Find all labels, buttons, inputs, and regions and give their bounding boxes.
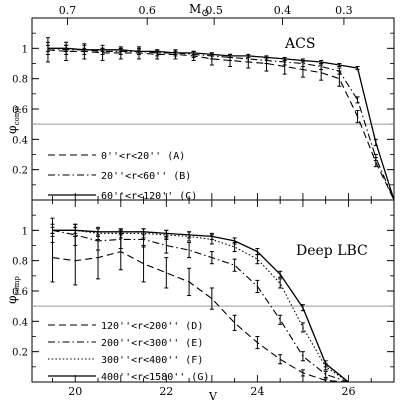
series-line: [47, 49, 395, 201]
panel-lbc-plot: 0.2 0.4 0.6 0.8 1 20 22 24 26 120''<r<200'' (D) 20…: [12, 200, 395, 398]
panel-lbc-label: Deep LBC: [296, 243, 368, 259]
panel-acs-label: ACS: [284, 36, 315, 52]
legend-label: 400''<r<1580'' (G): [101, 372, 209, 383]
ytick-label: 1: [22, 44, 28, 55]
ytick-label: 0.6: [12, 287, 28, 298]
ytick-label: 0.4: [12, 135, 28, 146]
top-axis-label: M⊙: [189, 2, 210, 19]
ytick-label: 1: [22, 226, 28, 237]
xtick-label: 24: [250, 385, 264, 398]
ytick-label: 0.8: [12, 257, 28, 268]
ylabel-acs: φcomp: [5, 106, 21, 134]
xlabel: V: [208, 390, 218, 403]
top-tick-label: 0.7: [59, 4, 77, 17]
ytick-label: 0.4: [12, 317, 28, 328]
panel-acs-plot: 0.2 0.4 0.6 0.8 1 0.7 0.6 0.5 0.4 0.3 0''<r<20'' (…: [12, 4, 395, 202]
legend-label: 300''<r<400'' (F): [101, 355, 203, 366]
xtick-label: 22: [159, 385, 173, 398]
panel-lbc: Deep LBC V φcomp 0.2 0.4 0.6 0.8 1 20 22 24 26 12…: [5, 199, 395, 403]
legend-label: 60''<r<120'' (C): [101, 191, 197, 202]
legend-label: 0''<r<20'' (A): [101, 151, 185, 162]
ytick-label: 0.8: [12, 75, 28, 86]
xtick-label: 20: [68, 385, 82, 398]
series-line: [47, 47, 395, 201]
series-line: [52, 229, 349, 383]
panel-acs: ACS M⊙ φcomp 0.20.40.60.810.7 0.6 0.5 0.4 0.…: [5, 2, 395, 202]
xtick-label: 26: [341, 385, 355, 398]
ytick-label: 0.2: [12, 166, 28, 177]
series-line: [52, 229, 349, 383]
ytick-label: 0.6: [12, 105, 28, 116]
legend-label: 120''<r<200'' (D): [101, 321, 203, 332]
ylabel-lbc: φcomp: [5, 276, 21, 304]
panel-lbc-frame: [31, 199, 395, 383]
top-tick-label: 0.5: [205, 4, 223, 17]
top-tick-label: 0.3: [335, 4, 353, 17]
series-line: [52, 251, 349, 383]
top-tick-label: 0.4: [274, 4, 292, 17]
legend-label: 200''<r<300'' (E): [101, 338, 203, 349]
legend-label: 20''<r<60'' (B): [101, 171, 191, 182]
top-tick-label: 0.6: [138, 4, 156, 17]
ytick-label: 0.2: [12, 348, 28, 359]
series-line: [52, 229, 349, 383]
